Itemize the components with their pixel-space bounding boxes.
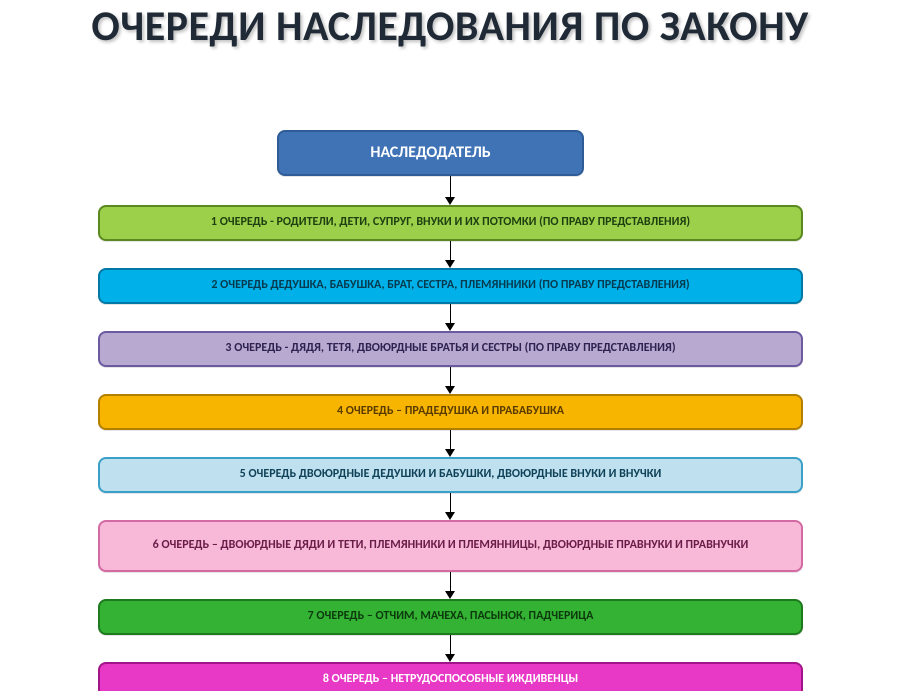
arrow-shaft xyxy=(450,367,451,386)
header-box-label: НАСЛЕДОДАТЕЛЬ xyxy=(370,144,490,162)
flow-arrow-2 xyxy=(445,304,455,331)
flow-arrow-1 xyxy=(445,241,455,268)
arrow-head-icon xyxy=(445,591,455,599)
page-title: ОЧЕРЕДИ НАСЛЕДОВАНИЯ ПО ЗАКОНУ xyxy=(0,0,900,48)
arrow-shaft xyxy=(450,430,451,449)
arrow-shaft xyxy=(450,241,451,260)
queue-row-2: 2 ОЧЕРЕДЬ ДЕДУШКА, БАБУШКА, БРАТ, СЕСТРА… xyxy=(98,268,803,304)
flow-arrow-5 xyxy=(445,493,455,520)
flow-arrow-6 xyxy=(445,572,455,599)
page: ОЧЕРЕДИ НАСЛЕДОВАНИЯ ПО ЗАКОНУ НАСЛЕДОДА… xyxy=(0,0,900,691)
queue-row-7: 7 ОЧЕРЕДЬ – ОТЧИМ, МАЧЕХА, ПАСЫНОК, ПАДЧ… xyxy=(98,599,803,635)
arrow-head-icon xyxy=(445,512,455,520)
queue-row-6: 6 ОЧЕРЕДЬ – ДВОЮРДНЫЕ ДЯДИ И ТЕТИ, ПЛЕМЯ… xyxy=(98,520,803,572)
arrow-head-icon xyxy=(445,386,455,394)
queue-row-1-label: 1 ОЧЕРЕДЬ - РОДИТЕЛИ, ДЕТИ, СУПРУГ, ВНУК… xyxy=(211,216,690,230)
queue-row-4: 4 ОЧЕРЕДЬ – ПРАДЕДУШКА И ПРАБАБУШКА xyxy=(98,394,803,430)
arrow-head-icon xyxy=(445,449,455,457)
queue-row-2-label: 2 ОЧЕРЕДЬ ДЕДУШКА, БАБУШКА, БРАТ, СЕСТРА… xyxy=(211,279,689,293)
flow-arrow-3 xyxy=(445,367,455,394)
arrow-shaft xyxy=(450,493,451,512)
queue-row-3-label: 3 ОЧЕРЕДЬ - ДЯДЯ, ТЕТЯ, ДВОЮРДНЫЕ БРАТЬЯ… xyxy=(225,342,675,356)
queue-row-5: 5 ОЧЕРЕДЬ ДВОЮРДНЫЕ ДЕДУШКИ И БАБУШКИ, Д… xyxy=(98,457,803,493)
arrow-shaft xyxy=(450,572,451,591)
queue-row-8: 8 ОЧЕРЕДЬ – НЕТРУДОСПОСОБНЫЕ ИЖДИВЕНЦЫ xyxy=(98,662,803,691)
queue-row-4-label: 4 ОЧЕРЕДЬ – ПРАДЕДУШКА И ПРАБАБУШКА xyxy=(337,405,564,419)
queue-row-5-label: 5 ОЧЕРЕДЬ ДВОЮРДНЫЕ ДЕДУШКИ И БАБУШКИ, Д… xyxy=(240,468,662,482)
queue-row-7-label: 7 ОЧЕРЕДЬ – ОТЧИМ, МАЧЕХА, ПАСЫНОК, ПАДЧ… xyxy=(308,610,594,624)
arrow-head-icon xyxy=(445,654,455,662)
flow-arrow-4 xyxy=(445,430,455,457)
flow-arrow-7 xyxy=(445,635,455,662)
queue-row-8-label: 8 ОЧЕРЕДЬ – НЕТРУДОСПОСОБНЫЕ ИЖДИВЕНЦЫ xyxy=(323,673,578,687)
queue-row-3: 3 ОЧЕРЕДЬ - ДЯДЯ, ТЕТЯ, ДВОЮРДНЫЕ БРАТЬЯ… xyxy=(98,331,803,367)
flow-arrow-0 xyxy=(445,176,455,205)
header-box: НАСЛЕДОДАТЕЛЬ xyxy=(277,130,584,176)
arrow-shaft xyxy=(450,635,451,654)
queue-row-6-label: 6 ОЧЕРЕДЬ – ДВОЮРДНЫЕ ДЯДИ И ТЕТИ, ПЛЕМЯ… xyxy=(153,539,749,553)
arrow-head-icon xyxy=(445,260,455,268)
arrow-head-icon xyxy=(445,323,455,331)
arrow-shaft xyxy=(450,304,451,323)
arrow-shaft xyxy=(450,176,451,197)
queue-row-1: 1 ОЧЕРЕДЬ - РОДИТЕЛИ, ДЕТИ, СУПРУГ, ВНУК… xyxy=(98,205,803,241)
arrow-head-icon xyxy=(445,197,455,205)
